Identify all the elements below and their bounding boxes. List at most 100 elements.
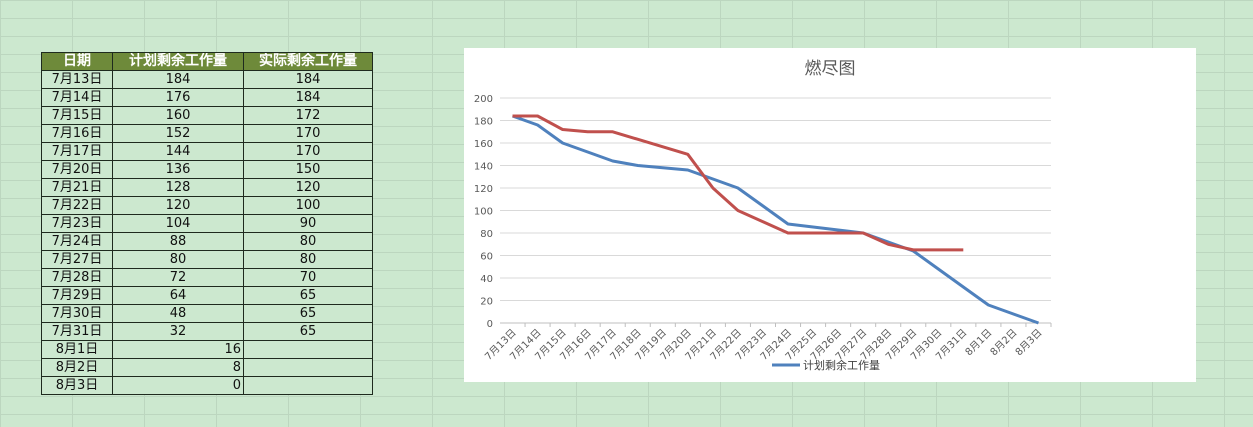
header-actual-remaining[interactable]: 实际剩余工作量 — [243, 52, 373, 71]
table-row: 7月27日 80 80 — [41, 250, 373, 269]
cell-actual[interactable]: 100 — [243, 196, 373, 215]
table-row: 8月1日 16 — [41, 340, 373, 359]
y-tick-label: 180 — [474, 117, 493, 128]
cell-plan[interactable]: 152 — [112, 124, 244, 143]
table-header-row: 日期 计划剩余工作量 实际剩余工作量 — [41, 52, 373, 71]
cell-date[interactable]: 7月20日 — [41, 160, 113, 179]
y-tick-label: 20 — [480, 297, 493, 308]
header-plan-remaining[interactable]: 计划剩余工作量 — [112, 52, 244, 71]
table-row: 7月14日 176 184 — [41, 88, 373, 107]
cell-actual[interactable]: 70 — [243, 268, 373, 287]
y-tick-label: 160 — [474, 139, 493, 150]
y-tick-label: 100 — [474, 207, 493, 218]
table-row: 7月17日 144 170 — [41, 142, 373, 161]
cell-date[interactable]: 7月15日 — [41, 106, 113, 125]
cell-actual[interactable]: 80 — [243, 250, 373, 269]
cell-date[interactable]: 7月17日 — [41, 142, 113, 161]
cell-date[interactable]: 7月27日 — [41, 250, 113, 269]
cell-plan[interactable]: 184 — [112, 70, 244, 89]
cell-date[interactable]: 7月30日 — [41, 304, 113, 323]
cell-date[interactable]: 7月21日 — [41, 178, 113, 197]
cell-date[interactable]: 7月13日 — [41, 70, 113, 89]
cell-actual[interactable] — [243, 358, 373, 377]
cell-plan[interactable]: 160 — [112, 106, 244, 125]
series-line-actual[interactable] — [512, 114, 964, 252]
sheet-table: 日期 计划剩余工作量 实际剩余工作量 7月13日 184 184 7月14日 176 18… — [41, 52, 373, 395]
cell-plan[interactable]: 176 — [112, 88, 244, 107]
cell-date[interactable]: 8月3日 — [41, 376, 113, 395]
cell-plan[interactable]: 144 — [112, 142, 244, 161]
burndown-chart[interactable]: 燃尽图 0 20 40 60 80 100 120 140 160 180 200 7月13日 7月1… — [464, 48, 1196, 382]
cell-actual[interactable]: 150 — [243, 160, 373, 179]
cell-plan[interactable]: 104 — [112, 214, 244, 233]
cell-plan[interactable]: 120 — [112, 196, 244, 215]
cell-date[interactable]: 7月24日 — [41, 232, 113, 251]
cell-plan[interactable]: 0 — [112, 376, 244, 395]
y-tick-label: 120 — [474, 184, 493, 195]
cell-date[interactable]: 7月28日 — [41, 268, 113, 287]
y-tick-label: 40 — [480, 274, 493, 285]
y-tick-label: 60 — [480, 252, 493, 263]
table-row: 7月24日 88 80 — [41, 232, 373, 251]
y-tick-label: 140 — [474, 162, 493, 173]
cell-actual[interactable]: 170 — [243, 142, 373, 161]
burndown-chart-svg: 燃尽图 0 20 40 60 80 100 120 140 160 180 200 7月13日7月1… — [474, 59, 1052, 372]
table-row: 7月28日 72 70 — [41, 268, 373, 287]
cell-plan[interactable]: 8 — [112, 358, 244, 377]
header-date[interactable]: 日期 — [41, 52, 113, 71]
gridlines — [500, 97, 1051, 324]
y-tick-label: 0 — [487, 319, 493, 330]
table-row: 8月2日 8 — [41, 358, 373, 377]
cell-actual[interactable] — [243, 340, 373, 359]
table-row: 8月3日 0 — [41, 376, 373, 395]
cell-plan[interactable]: 128 — [112, 178, 244, 197]
cell-plan[interactable]: 136 — [112, 160, 244, 179]
cell-actual[interactable]: 170 — [243, 124, 373, 143]
cell-plan[interactable]: 32 — [112, 322, 244, 341]
cell-actual[interactable] — [243, 376, 373, 395]
cell-actual[interactable]: 172 — [243, 106, 373, 125]
cell-date[interactable]: 7月23日 — [41, 214, 113, 233]
series-lines — [511, 114, 1040, 325]
cell-date[interactable]: 8月1日 — [41, 340, 113, 359]
cell-date[interactable]: 7月31日 — [41, 322, 113, 341]
cell-actual[interactable]: 65 — [243, 286, 373, 305]
table-row: 7月22日 120 100 — [41, 196, 373, 215]
cell-date[interactable]: 7月29日 — [41, 286, 113, 305]
x-tick-label: 8月3日 — [1013, 327, 1045, 359]
y-axis: 0 20 40 60 80 100 120 140 160 180 200 — [474, 94, 493, 330]
cell-date[interactable]: 8月2日 — [41, 358, 113, 377]
cell-date[interactable]: 7月14日 — [41, 88, 113, 107]
table-row: 7月23日 104 90 — [41, 214, 373, 233]
x-tick-label: 8月2日 — [988, 327, 1020, 359]
cell-actual[interactable]: 120 — [243, 178, 373, 197]
cell-plan[interactable]: 72 — [112, 268, 244, 287]
table-row: 7月31日 32 65 — [41, 322, 373, 341]
legend[interactable]: 计划剩余工作量 — [772, 358, 880, 372]
cell-plan[interactable]: 80 — [112, 250, 244, 269]
cell-actual[interactable]: 90 — [243, 214, 373, 233]
y-tick-label: 80 — [480, 229, 493, 240]
cell-plan[interactable]: 64 — [112, 286, 244, 305]
table-row: 7月29日 64 65 — [41, 286, 373, 305]
cell-actual[interactable]: 184 — [243, 88, 373, 107]
table-row: 7月21日 128 120 — [41, 178, 373, 197]
table-row: 7月15日 160 172 — [41, 106, 373, 125]
cell-date[interactable]: 7月22日 — [41, 196, 113, 215]
cell-plan[interactable]: 16 — [112, 340, 244, 359]
table-row: 7月16日 152 170 — [41, 124, 373, 143]
cell-actual[interactable]: 65 — [243, 304, 373, 323]
table-body: 7月13日 184 184 7月14日 176 184 7月15日 160 172 7月16日 15… — [41, 70, 373, 395]
series-line-plan[interactable] — [511, 114, 1040, 325]
cell-plan[interactable]: 48 — [112, 304, 244, 323]
cell-actual[interactable]: 80 — [243, 232, 373, 251]
chart-title: 燃尽图 — [805, 59, 856, 79]
table-row: 7月13日 184 184 — [41, 70, 373, 89]
x-axis: 7月13日7月14日7月15日7月16日7月17日7月18日7月19日7月20日… — [483, 323, 1052, 363]
x-tick-label: 8月1日 — [963, 327, 995, 359]
cell-date[interactable]: 7月16日 — [41, 124, 113, 143]
y-tick-label: 200 — [474, 94, 493, 105]
cell-actual[interactable]: 184 — [243, 70, 373, 89]
cell-plan[interactable]: 88 — [112, 232, 244, 251]
cell-actual[interactable]: 65 — [243, 322, 373, 341]
